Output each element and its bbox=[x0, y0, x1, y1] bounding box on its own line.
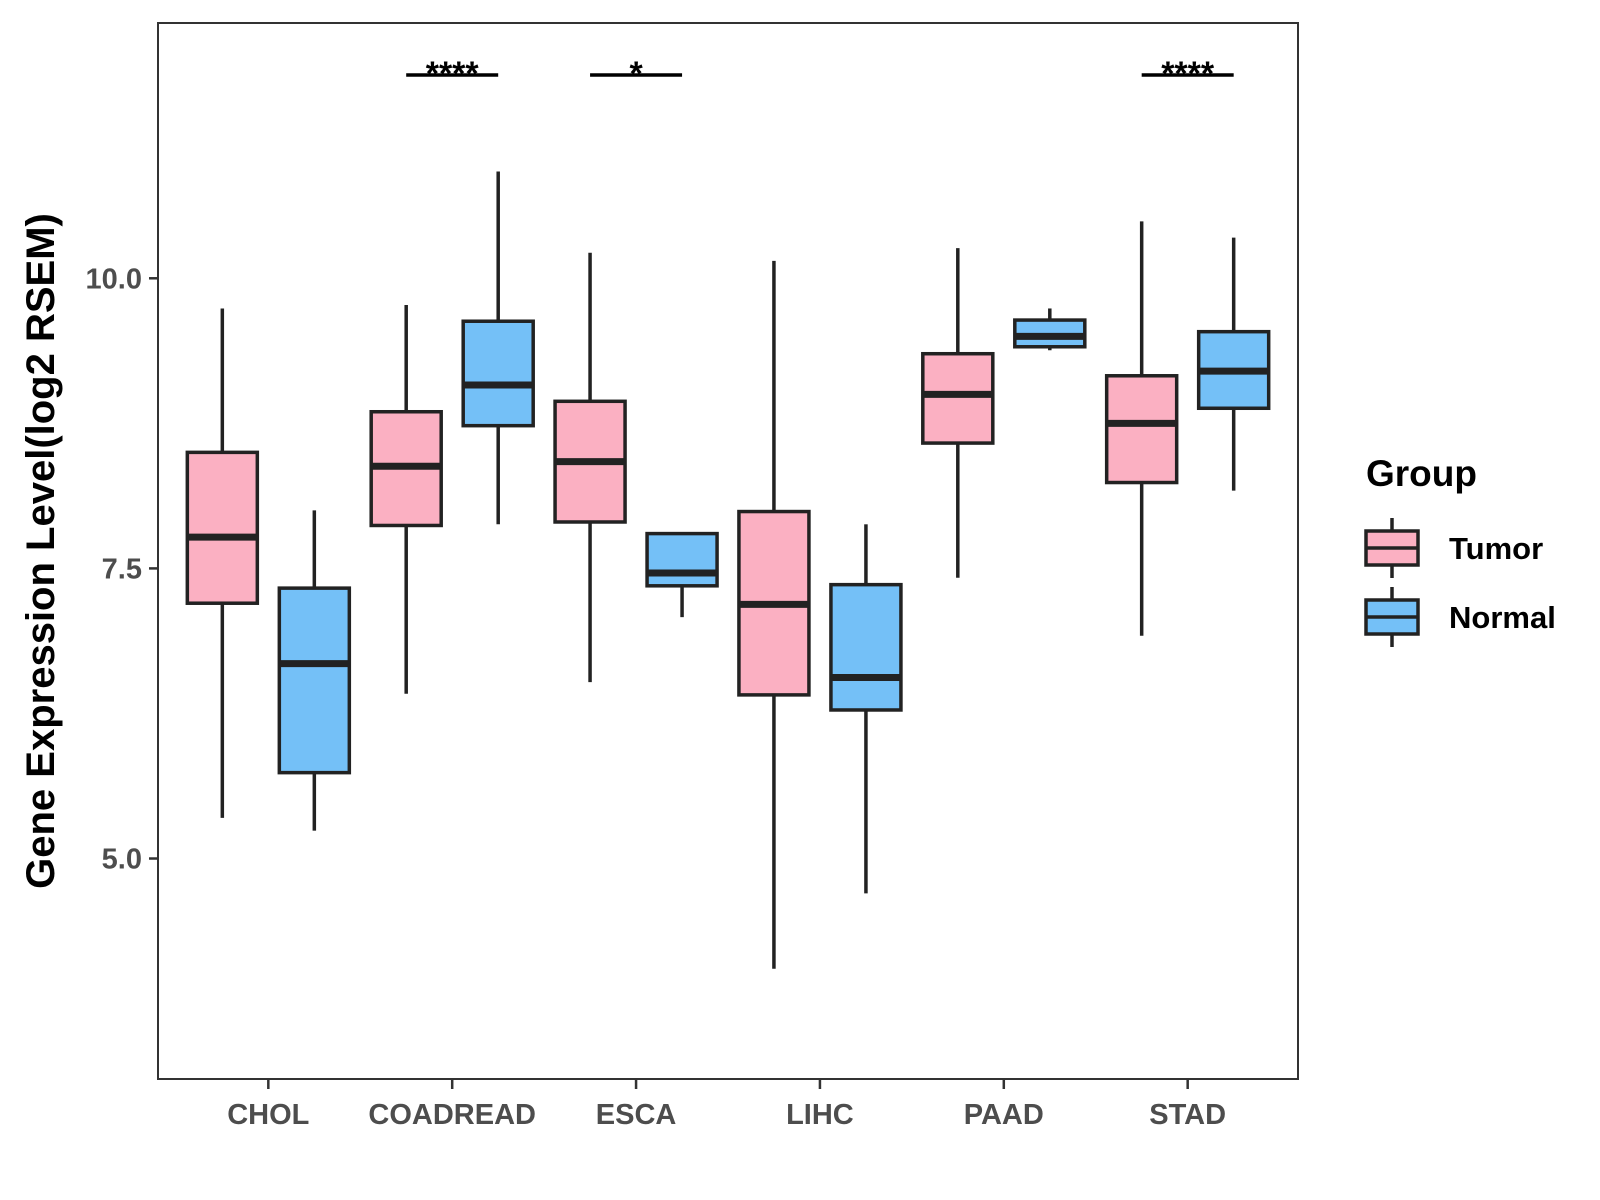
box-normal-lihc bbox=[829, 524, 903, 894]
y-tick-label: 5.0 bbox=[102, 844, 142, 876]
box-tumor-chol bbox=[185, 308, 260, 818]
legend-item-tumor: Tumor bbox=[1364, 518, 1543, 578]
x-tick-label-stad: STAD bbox=[1149, 1099, 1226, 1131]
legend-label-tumor: Tumor bbox=[1449, 531, 1543, 566]
y-axis-title: Gene Expression Level(log2 RSEM) bbox=[19, 213, 63, 889]
box-iqr bbox=[921, 351, 995, 445]
legend: Group Tumor Normal bbox=[1364, 453, 1556, 647]
legend-label-normal: Normal bbox=[1449, 600, 1556, 635]
box-tumor-lihc bbox=[737, 260, 811, 969]
legend-item-normal: Normal bbox=[1364, 587, 1556, 647]
box-iqr bbox=[461, 319, 535, 428]
box-tumor-coadread bbox=[369, 304, 443, 694]
box-iqr bbox=[185, 450, 260, 605]
box-normal-esca bbox=[645, 531, 719, 618]
significance-coadread: **** bbox=[406, 55, 499, 93]
box-iqr bbox=[1104, 374, 1179, 485]
box-iqr bbox=[645, 531, 719, 588]
y-tick-label: 7.5 bbox=[102, 553, 142, 585]
significance-stad: **** bbox=[1141, 55, 1234, 93]
x-tick-label-paad: PAAD bbox=[964, 1099, 1044, 1131]
box-tumor-esca bbox=[553, 252, 627, 683]
significance-label: * bbox=[629, 55, 643, 93]
x-tick-label-coadread: COADREAD bbox=[368, 1099, 536, 1131]
y-axis: 5.0 7.5 10.0 bbox=[86, 263, 158, 876]
box-normal-coadread bbox=[461, 171, 535, 525]
significance-label: **** bbox=[426, 55, 480, 93]
x-axis: CHOL COADREAD ESCA LIHC PAAD STAD bbox=[227, 1079, 1226, 1131]
significance-layer: **** * **** bbox=[406, 55, 1234, 93]
legend-title: Group bbox=[1366, 453, 1477, 494]
plot-panel-border bbox=[157, 22, 1299, 1080]
y-tick-label: 10.0 bbox=[86, 263, 142, 295]
box-normal-chol bbox=[277, 510, 352, 831]
significance-esca: * bbox=[590, 55, 683, 93]
box-tumor-stad bbox=[1104, 221, 1179, 636]
box-tumor-paad bbox=[921, 248, 995, 578]
box-iqr bbox=[829, 582, 903, 712]
box-normal-stad bbox=[1196, 237, 1271, 491]
x-tick-label-esca: ESCA bbox=[596, 1099, 677, 1131]
x-tick-label-lihc: LIHC bbox=[786, 1099, 854, 1131]
boxes-layer bbox=[185, 171, 1271, 969]
x-tick-label-chol: CHOL bbox=[227, 1099, 309, 1131]
significance-label: **** bbox=[1161, 55, 1215, 93]
box-normal-paad bbox=[1013, 308, 1087, 351]
box-iqr bbox=[277, 586, 352, 775]
